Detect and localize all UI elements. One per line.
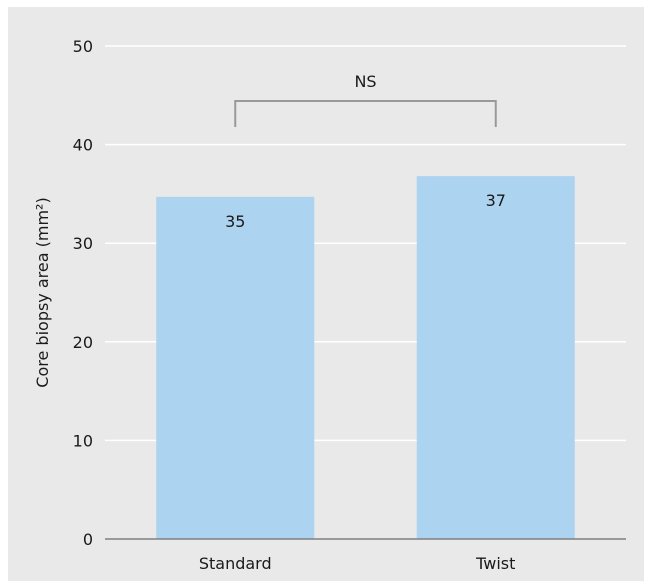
bar-chart: Core biopsy area (mm²) 0 10 20 30 40 50 35 Stan… — [33, 37, 626, 573]
x-tick-label: Standard — [199, 554, 272, 573]
significance-bracket — [234, 100, 497, 127]
bar — [156, 196, 315, 539]
y-tick-label: 10 — [73, 431, 93, 450]
y-tick-label: 20 — [73, 333, 93, 352]
x-tick-label: Twist — [475, 554, 515, 573]
labels: 0 10 20 30 40 50 35 Standard 37 Twist — [73, 37, 516, 573]
bar-value-label: 37 — [486, 191, 506, 210]
chart-figure: Core biopsy area (mm²) 0 10 20 30 40 50 35 Stan… — [8, 7, 644, 581]
significance-label: NS — [354, 72, 376, 91]
y-tick-label: 40 — [73, 136, 93, 155]
significance-annotation: NS — [234, 72, 497, 127]
y-tick-label: 50 — [73, 37, 93, 56]
bar-value-label: 35 — [225, 212, 245, 231]
bars — [156, 176, 575, 540]
y-tick-label: 0 — [83, 530, 93, 549]
y-axis-title: Core biopsy area (mm²) — [33, 197, 52, 387]
y-tick-label: 30 — [73, 234, 93, 253]
axes: Core biopsy area (mm²) — [33, 197, 626, 540]
bar — [416, 176, 575, 540]
